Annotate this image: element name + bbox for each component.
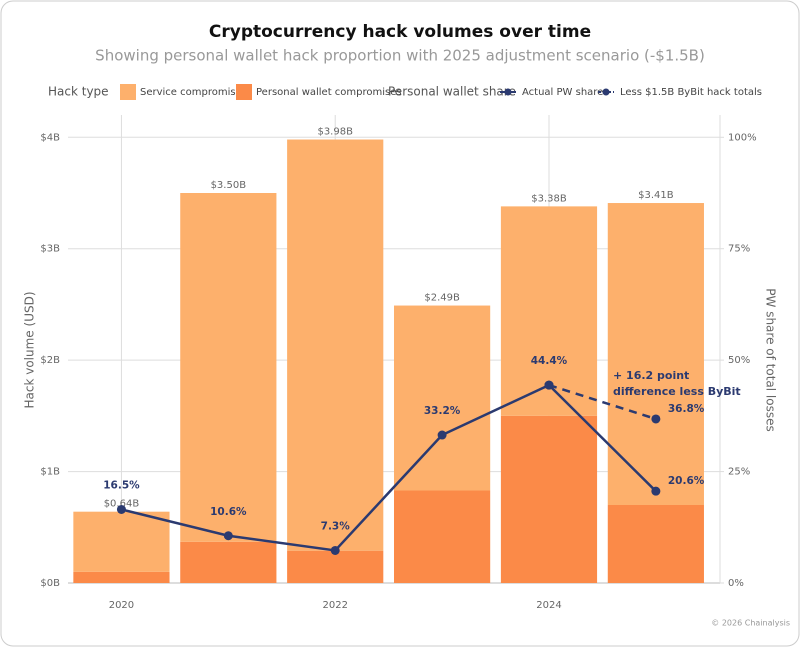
y-tick-label: $2B	[40, 355, 60, 366]
bar-segment	[607, 505, 704, 583]
value-label: 44.4%	[531, 355, 568, 367]
bar-segment	[180, 193, 277, 542]
y-tick-label: $0B	[40, 578, 60, 589]
y-tick-label: $4B	[40, 132, 60, 143]
point	[330, 545, 340, 555]
legend-swatch	[236, 84, 252, 100]
point	[437, 430, 447, 440]
x-tick-label: 2022	[322, 600, 347, 611]
y2-tick-label: 0%	[728, 578, 744, 589]
bar-segment	[287, 139, 384, 551]
annotation: + 16.2 point	[613, 369, 689, 382]
legend-dot	[602, 88, 610, 96]
y2-tick-label: 75%	[728, 244, 750, 255]
total-label: $3.98B	[317, 127, 353, 138]
bar-segment	[73, 571, 170, 583]
value-label: 7.3%	[321, 520, 351, 532]
footer: © 2026 Chainalysis	[711, 619, 790, 628]
value-label: 16.5%	[103, 479, 140, 491]
bar-segment	[287, 550, 384, 583]
line	[548, 383, 657, 421]
y-tick-label: $1B	[40, 467, 60, 478]
y-tick-label: $3B	[40, 244, 60, 255]
point	[116, 504, 126, 514]
legend-label: Actual PW share	[522, 87, 603, 98]
bar-segment	[73, 511, 170, 572]
bar-segment	[607, 203, 704, 505]
x-tick-label: 2020	[109, 600, 134, 611]
point	[651, 414, 661, 424]
value-label: 20.6%	[668, 475, 705, 487]
total-label: $3.41B	[638, 190, 674, 201]
y2-tick-label: 100%	[728, 132, 757, 143]
total-label: $0.64B	[104, 499, 140, 510]
point	[651, 486, 661, 496]
total-label: $2.49B	[424, 293, 460, 304]
value-label: 10.6%	[210, 506, 247, 518]
point	[544, 380, 554, 390]
bar-segment	[180, 541, 277, 583]
bar-segment	[500, 415, 598, 583]
bar-segment	[394, 305, 491, 491]
legend-label: Personal wallet compromises	[256, 87, 402, 98]
legend-label: Less $1.5B ByBit hack totals	[620, 87, 762, 98]
value-label: 36.8%	[668, 403, 705, 415]
value-label: 33.2%	[424, 405, 461, 417]
bar-segment	[394, 490, 491, 583]
total-label: $3.50B	[211, 180, 247, 191]
x-tick-label: 2024	[536, 600, 561, 611]
y-axis-title: Hack volume (USD)	[23, 291, 37, 408]
annotation: difference less ByBit	[613, 385, 741, 398]
y2-tick-label: 50%	[728, 355, 750, 366]
chart-title: Cryptocurrency hack volumes over time	[209, 22, 591, 42]
legend-title: Personal wallet share	[388, 85, 516, 99]
chart-subtitle: Showing personal wallet hack proportion …	[95, 47, 705, 65]
legend-dot	[504, 88, 512, 96]
point	[223, 531, 233, 541]
line	[121, 383, 657, 552]
y2-axis-title: PW share of total losses	[764, 288, 778, 431]
y2-tick-label: 25%	[728, 467, 750, 478]
legend-swatch	[120, 84, 136, 100]
legend-title: Hack type	[48, 85, 109, 99]
total-label: $3.38B	[531, 193, 567, 204]
legend-label: Service compromises	[140, 87, 247, 98]
